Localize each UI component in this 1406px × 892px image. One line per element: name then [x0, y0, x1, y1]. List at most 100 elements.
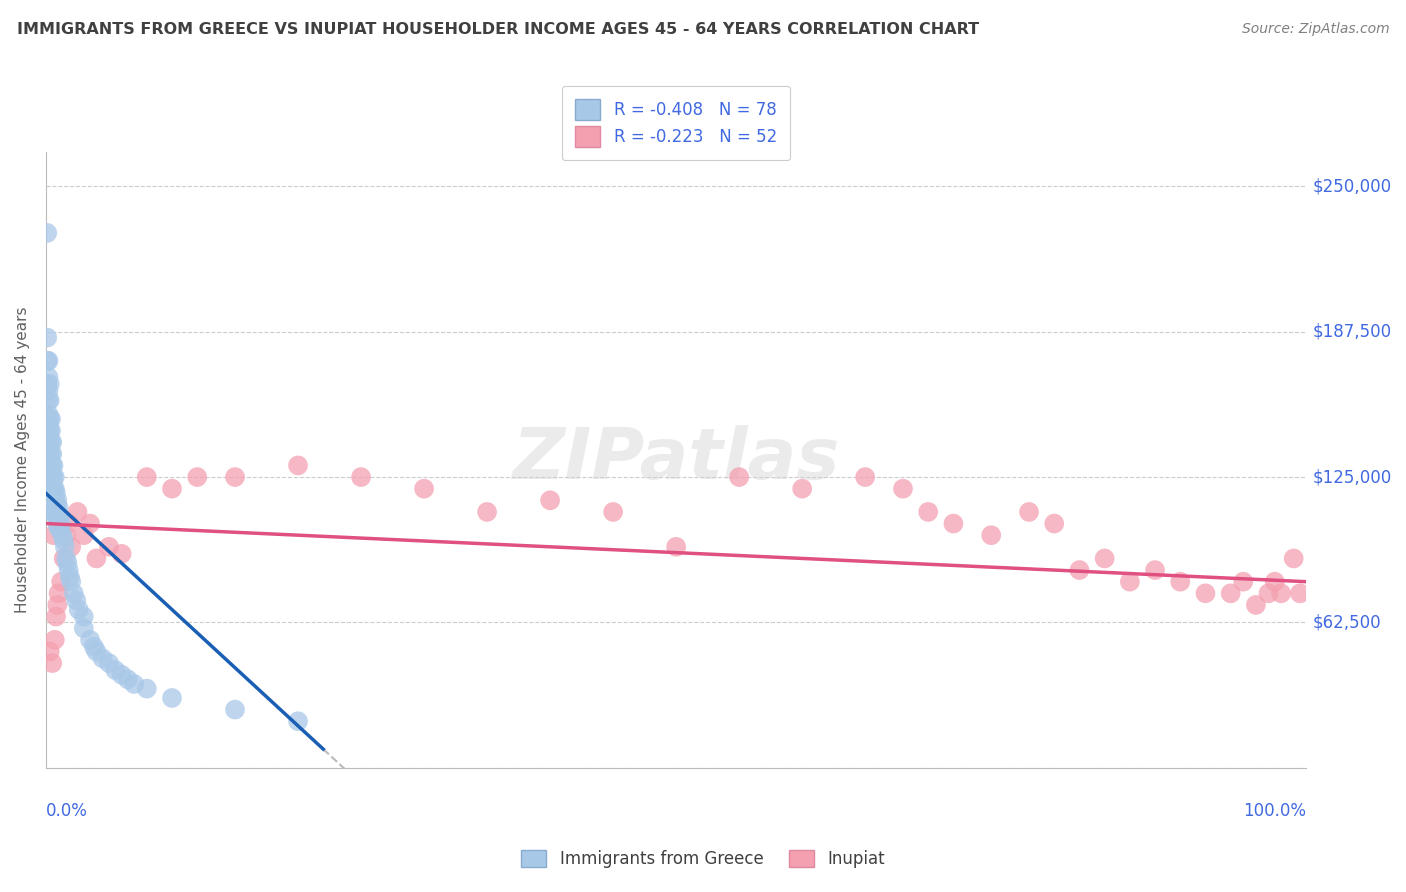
Point	[39, 424, 62, 438]
Y-axis label: Householder Income Ages 45 - 64 years: Householder Income Ages 45 - 64 years	[15, 306, 30, 613]
Point	[67, 602, 90, 616]
Text: IMMIGRANTS FROM GREECE VS INUPIAT HOUSEHOLDER INCOME AGES 45 - 64 YEARS CORRELAT: IMMIGRANTS FROM GREECE VS INUPIAT HOUSEH…	[17, 22, 979, 37]
Text: Source: ZipAtlas.com: Source: ZipAtlas.com	[1241, 22, 1389, 37]
Point	[42, 470, 65, 484]
Point	[602, 505, 624, 519]
Point	[41, 470, 63, 484]
Point	[39, 458, 62, 473]
Text: $62,500: $62,500	[1313, 614, 1381, 632]
Point	[46, 493, 69, 508]
Point	[1168, 574, 1191, 589]
Point	[1194, 586, 1216, 600]
Point	[1094, 551, 1116, 566]
Point	[38, 435, 60, 450]
Text: 100.0%: 100.0%	[1243, 802, 1306, 820]
Point	[45, 500, 67, 515]
Text: $125,000: $125,000	[1313, 468, 1392, 486]
Point	[135, 470, 157, 484]
Point	[287, 458, 309, 473]
Point	[62, 586, 84, 600]
Point	[38, 458, 60, 473]
Point	[350, 470, 373, 484]
Point	[891, 482, 914, 496]
Point	[38, 644, 60, 658]
Point	[73, 621, 96, 635]
Point	[58, 563, 80, 577]
Point	[37, 353, 59, 368]
Point	[79, 632, 101, 647]
Point	[42, 528, 65, 542]
Point	[49, 516, 72, 531]
Point	[73, 528, 96, 542]
Point	[1270, 586, 1292, 600]
Point	[1244, 598, 1267, 612]
Point	[38, 447, 60, 461]
Point	[1069, 563, 1091, 577]
Point	[1144, 563, 1167, 577]
Point	[39, 470, 62, 484]
Text: $250,000: $250,000	[1313, 178, 1392, 195]
Point	[224, 702, 246, 716]
Point	[538, 493, 561, 508]
Point	[41, 447, 63, 461]
Point	[53, 540, 76, 554]
Point	[56, 556, 79, 570]
Point	[44, 632, 66, 647]
Point	[38, 393, 60, 408]
Point	[39, 482, 62, 496]
Point	[46, 598, 69, 612]
Point	[42, 482, 65, 496]
Point	[728, 470, 751, 484]
Point	[1219, 586, 1241, 600]
Point	[48, 509, 70, 524]
Point	[38, 377, 60, 392]
Point	[37, 226, 59, 240]
Point	[41, 482, 63, 496]
Point	[1018, 505, 1040, 519]
Point	[44, 470, 66, 484]
Point	[942, 516, 965, 531]
Point	[37, 353, 59, 368]
Point	[37, 417, 59, 431]
Text: ZIPatlas: ZIPatlas	[512, 425, 839, 494]
Point	[45, 609, 67, 624]
Point	[65, 593, 87, 607]
Point	[1264, 574, 1286, 589]
Point	[98, 540, 121, 554]
Point	[917, 505, 939, 519]
Point	[1289, 586, 1312, 600]
Point	[79, 516, 101, 531]
Point	[413, 482, 436, 496]
Point	[45, 509, 67, 524]
Point	[91, 651, 114, 665]
Point	[44, 482, 66, 496]
Point	[39, 447, 62, 461]
Point	[1119, 574, 1142, 589]
Point	[44, 505, 66, 519]
Text: 0.0%: 0.0%	[46, 802, 87, 820]
Point	[1257, 586, 1279, 600]
Point	[160, 482, 183, 496]
Point	[58, 516, 80, 531]
Point	[60, 574, 83, 589]
Legend: Immigrants from Greece, Inupiat: Immigrants from Greece, Inupiat	[515, 843, 891, 875]
Point	[46, 516, 69, 531]
Point	[110, 547, 132, 561]
Point	[52, 551, 75, 566]
Point	[60, 540, 83, 554]
Text: $187,500: $187,500	[1313, 323, 1392, 341]
Point	[287, 714, 309, 729]
Point	[49, 509, 72, 524]
Point	[1232, 574, 1254, 589]
Legend: R = -0.408   N = 78, R = -0.223   N = 52: R = -0.408 N = 78, R = -0.223 N = 52	[562, 86, 790, 160]
Point	[38, 412, 60, 426]
Point	[49, 521, 72, 535]
Point	[1043, 516, 1066, 531]
Point	[186, 470, 208, 484]
Point	[55, 551, 77, 566]
Point	[41, 435, 63, 450]
Point	[41, 493, 63, 508]
Point	[135, 681, 157, 696]
Point	[52, 533, 75, 547]
Point	[42, 493, 65, 508]
